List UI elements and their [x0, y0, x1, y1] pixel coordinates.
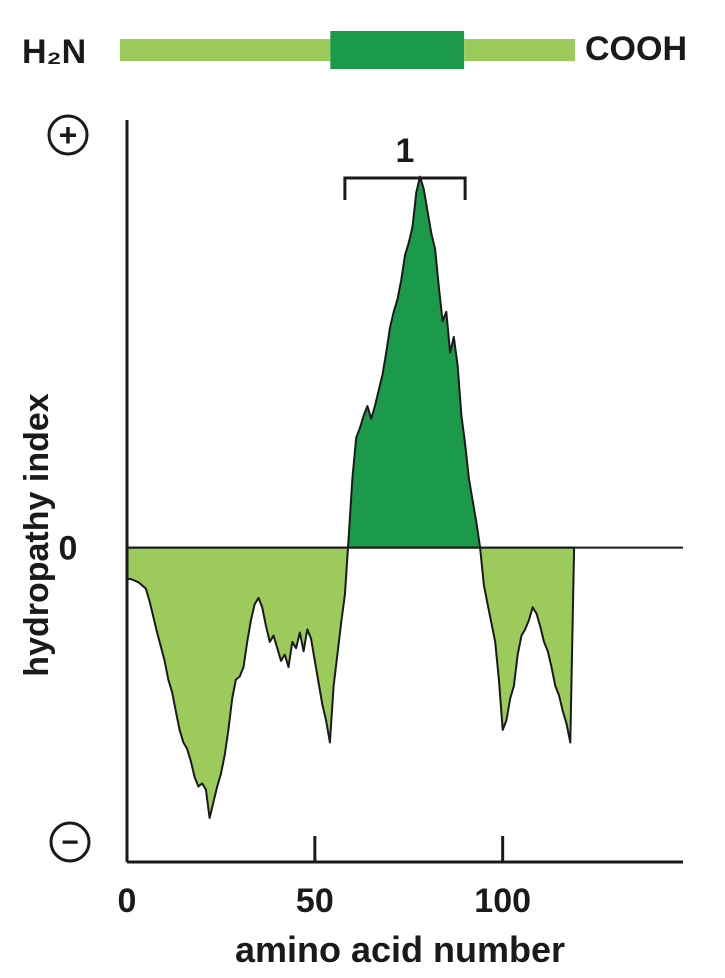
protein-segments: [120, 31, 575, 69]
hydropathy-curve: [126, 175, 576, 819]
transmembrane-bracket: 1: [343, 132, 467, 200]
bracket-label: 1: [396, 132, 415, 170]
protein-schematic: H₂N COOH: [22, 30, 687, 71]
plus-marker: +: [47, 114, 89, 156]
minus-marker: −: [49, 821, 91, 863]
y-axis-title: hydropathy index: [18, 393, 56, 676]
y-zero-label: 0: [59, 530, 78, 568]
c-terminus-label: COOH: [585, 30, 687, 68]
protein-segment-membrane-spanning-1: [330, 31, 465, 69]
x-ticks: 0 50 100: [118, 836, 531, 920]
n-terminus-label: H₂N: [22, 33, 86, 71]
x-tick-label-100: 100: [474, 882, 531, 920]
x-tick-label-50: 50: [296, 882, 334, 920]
x-axis-title: amino acid number: [235, 929, 565, 970]
plus-label: +: [59, 117, 78, 153]
hydrophobic-area: [127, 176, 575, 548]
plus-circle-icon: [47, 114, 89, 156]
minus-label: −: [61, 826, 79, 859]
protein-segment-hydrophilic-2: [464, 39, 575, 61]
minus-circle-icon: [49, 821, 91, 863]
hydropathy-fills: [127, 176, 575, 818]
protein-segment-hydrophilic-0: [120, 39, 331, 61]
hydrophilic-area: [127, 547, 575, 818]
bracket-line: [343, 176, 467, 200]
x-tick-label-0: 0: [118, 882, 137, 920]
